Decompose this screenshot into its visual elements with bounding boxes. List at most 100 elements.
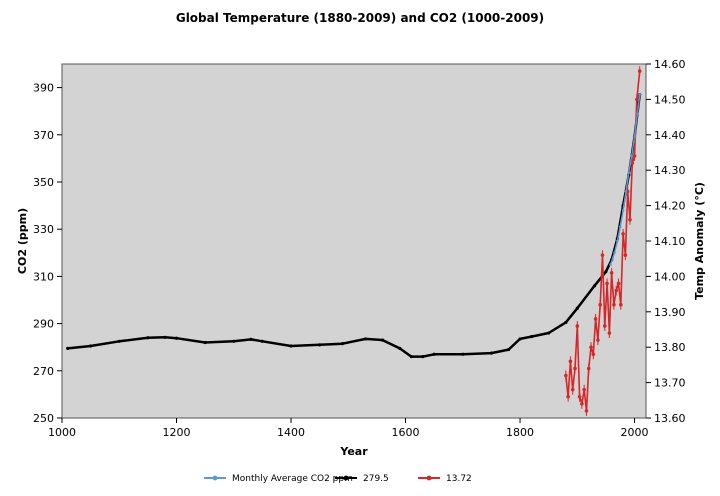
x-tick-label: 1400 — [277, 426, 305, 439]
right-y-tick-label: 13.80 — [654, 341, 686, 354]
data-point — [624, 190, 628, 193]
left-y-tick-label: 290 — [33, 318, 54, 331]
right-y-tick-label: 14.10 — [654, 235, 686, 248]
data-point — [575, 324, 580, 328]
data-point — [602, 324, 607, 328]
data-point — [613, 251, 616, 255]
data-point — [163, 335, 167, 339]
data-point — [619, 302, 623, 307]
data-point — [598, 302, 602, 307]
data-point — [637, 69, 642, 73]
data-point — [432, 352, 436, 356]
left-y-tick-label: 390 — [33, 82, 54, 95]
data-point — [621, 232, 625, 236]
data-point — [289, 344, 293, 348]
right-y-tick-label: 14.50 — [654, 93, 686, 106]
data-point — [604, 270, 608, 274]
data-point — [591, 352, 596, 357]
right-y-tick-label: 13.60 — [654, 412, 686, 425]
right-y-tick-label: 13.90 — [654, 306, 686, 319]
x-tick-label: 1200 — [163, 426, 191, 439]
data-point — [260, 339, 264, 343]
data-point — [612, 302, 616, 307]
legend-marker — [212, 475, 218, 481]
data-point — [575, 306, 579, 310]
data-point — [582, 387, 586, 392]
data-point — [605, 281, 609, 286]
x-tick-label: 1800 — [506, 426, 534, 439]
right-y-axis-label: Temp Anomaly (°C) — [693, 182, 706, 300]
data-point — [174, 336, 179, 340]
data-point — [564, 373, 568, 378]
data-point — [592, 284, 597, 288]
data-point — [421, 355, 425, 359]
left-y-tick-label: 310 — [33, 270, 54, 283]
data-point — [589, 345, 593, 350]
data-point — [616, 281, 621, 286]
data-point — [381, 338, 385, 342]
data-point — [636, 112, 639, 115]
data-point — [630, 154, 633, 158]
data-point — [573, 366, 577, 371]
data-point — [249, 337, 253, 342]
data-point — [609, 263, 612, 266]
data-point — [623, 253, 628, 257]
data-point — [577, 394, 582, 399]
data-point — [518, 337, 522, 341]
right-y-tick-label: 14.00 — [654, 270, 686, 283]
series-layer — [66, 66, 642, 416]
data-point — [461, 352, 465, 356]
data-point — [117, 339, 121, 343]
data-point — [627, 171, 631, 174]
left-y-tick-label: 250 — [33, 412, 54, 425]
data-point — [614, 288, 619, 293]
left-y-tick-label: 370 — [33, 129, 54, 142]
data-point — [398, 346, 402, 350]
data-point — [607, 331, 612, 335]
data-point — [632, 154, 637, 158]
data-point — [628, 217, 632, 222]
data-point — [340, 342, 345, 346]
data-point — [506, 347, 511, 352]
plot-area — [61, 63, 647, 419]
data-point — [586, 366, 591, 371]
data-point — [580, 402, 584, 406]
legend-marker — [426, 475, 432, 481]
x-tick-label: 2000 — [621, 426, 649, 439]
data-point — [409, 355, 413, 359]
data-point — [638, 93, 642, 96]
left-y-axis-label: CO2 (ppm) — [16, 208, 29, 274]
right-y-axis: 13.60 13.70 13.80 13.90 14.00 14.10 14.20 14.30… — [646, 58, 686, 425]
data-point — [616, 239, 619, 243]
data-point — [600, 253, 605, 257]
chart-title: Global Temperature (1880-2009) and CO2 (… — [176, 11, 544, 25]
data-point — [566, 394, 570, 399]
legend-label: 13.72 — [446, 474, 472, 484]
left-y-tick-label: 330 — [33, 223, 54, 236]
data-point — [489, 351, 494, 355]
data-point — [584, 409, 589, 413]
data-point — [529, 334, 534, 339]
data-point — [232, 339, 236, 343]
data-point — [146, 336, 150, 340]
data-point — [363, 337, 368, 341]
data-point — [66, 346, 70, 350]
data-point — [609, 271, 614, 275]
legend-label: 279.5 — [363, 474, 389, 484]
x-axis-label: Year — [339, 445, 368, 458]
data-point — [593, 317, 598, 321]
left-y-tick-label: 350 — [33, 176, 54, 189]
legend-label: Monthly Average CO2 ppm — [232, 474, 353, 484]
right-y-tick-label: 14.40 — [654, 129, 686, 142]
legend-marker — [343, 475, 349, 481]
series-3 — [564, 66, 642, 416]
data-point — [633, 135, 636, 139]
right-y-tick-label: 14.20 — [654, 200, 686, 213]
data-point — [564, 320, 568, 325]
data-point — [318, 343, 322, 347]
data-point — [635, 97, 639, 102]
x-tick-label: 1000 — [48, 426, 76, 439]
left-y-tick-label: 270 — [33, 365, 54, 378]
